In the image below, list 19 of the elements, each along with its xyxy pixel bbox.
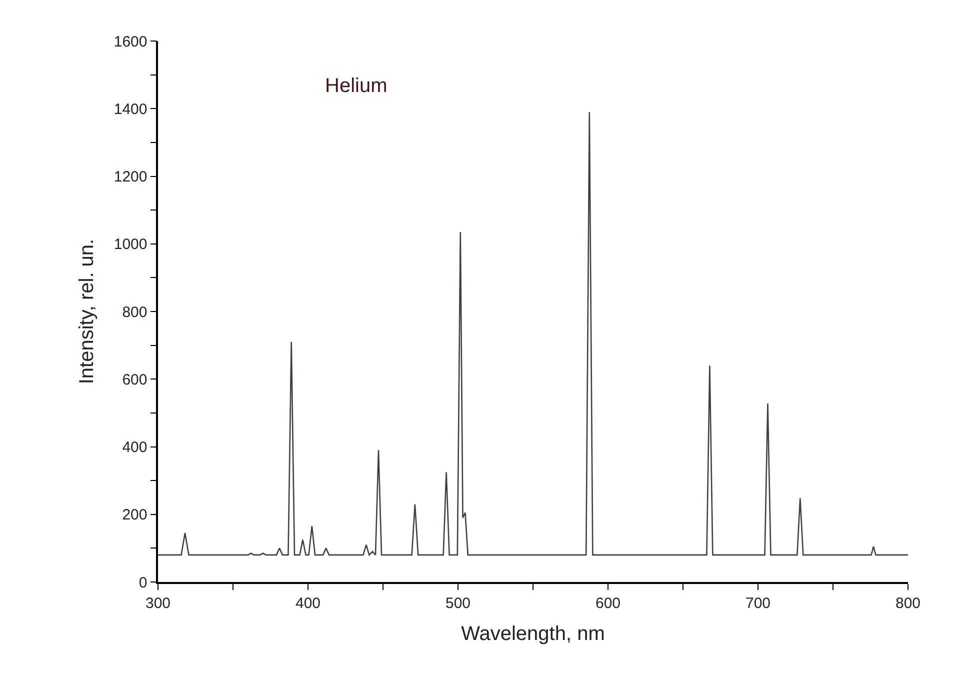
annotation: Helium <box>325 75 388 97</box>
y-tick-label: 400 <box>122 439 148 456</box>
y-tick-label: 1000 <box>114 236 148 254</box>
y-tick-label: 1200 <box>114 168 148 186</box>
y-tick-label: 0 <box>138 574 148 592</box>
y-axis-title: Intensity, rel. un. <box>76 238 98 384</box>
x-tick-label: 800 <box>895 594 921 612</box>
x-tick-label: 300 <box>145 594 171 612</box>
x-tick-label: 700 <box>745 594 771 612</box>
x-axis-title: Wavelength, nm <box>461 622 605 645</box>
y-tick-label: 1600 <box>114 33 148 50</box>
y-tick-label: 600 <box>122 371 148 388</box>
y-tick-label: 200 <box>122 506 148 524</box>
x-tick-label: 400 <box>295 594 321 612</box>
x-tick-label: 600 <box>595 594 621 612</box>
line-series <box>158 111 908 556</box>
y-tick-label: 1400 <box>114 100 148 118</box>
x-tick-label: 500 <box>445 594 471 612</box>
y-tick-label: 800 <box>122 304 148 321</box>
